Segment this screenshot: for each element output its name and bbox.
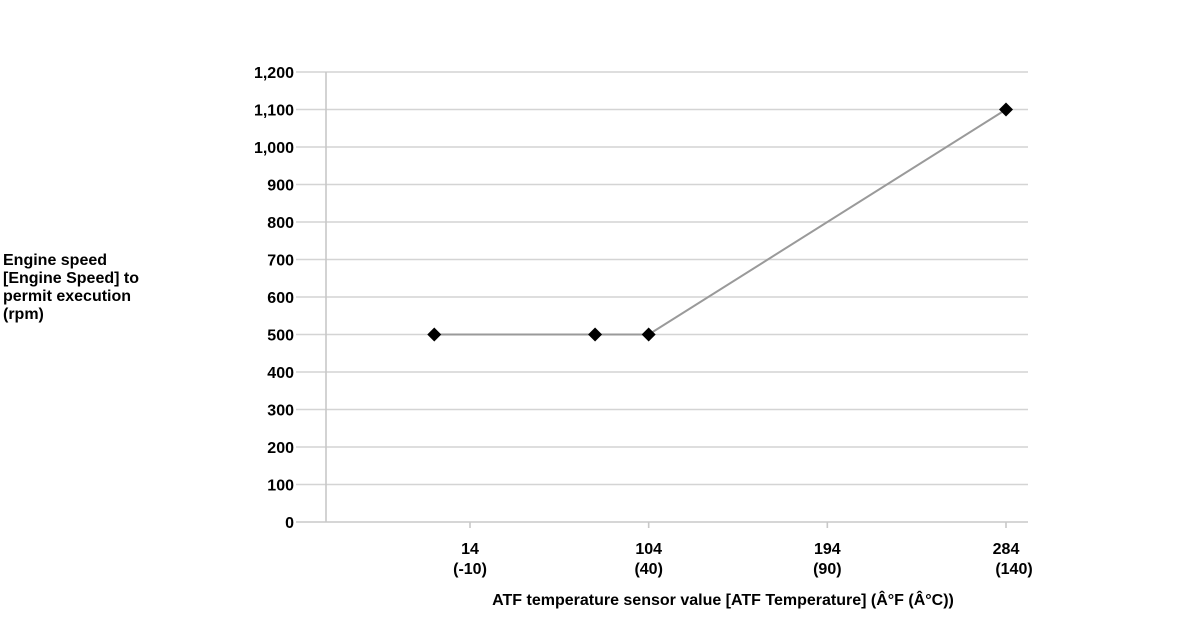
data-point-marker — [588, 327, 603, 342]
x-tick-label: 284 — [993, 541, 1020, 558]
x-tick-label: 194 — [814, 541, 841, 558]
y-tick-label: 100 — [267, 478, 294, 495]
x-tick-labels: 14 (-10) 104 (40) 194 (90) 284 (140) — [453, 541, 1033, 578]
y-tick-labels: 0 100 200 300 400 500 600 700 800 900 1,000 1,100 1,… — [254, 65, 294, 532]
y-tick-label: 1,100 — [254, 103, 294, 120]
y-tick-label: 1,200 — [254, 65, 294, 82]
series-markers — [427, 102, 1013, 342]
x-tick-label: 14 — [461, 541, 479, 558]
y-tick-label: 700 — [267, 253, 294, 270]
y-axis-label: Engine speed [Engine Speed] to permit ex… — [3, 252, 139, 323]
x-tick-sublabel: (40) — [634, 561, 662, 578]
grid-lines — [296, 71, 1028, 486]
y-tick-label: 0 — [285, 515, 294, 532]
data-point-marker — [427, 327, 442, 342]
y-tick-label: 900 — [267, 178, 294, 195]
x-tick-sublabel: (-10) — [453, 561, 487, 578]
series-line — [434, 108, 1007, 336]
y-tick-label: 500 — [267, 328, 294, 345]
x-tick-sublabel: (140) — [995, 561, 1032, 578]
axes — [296, 72, 1028, 528]
series-line-path — [434, 108, 1007, 336]
y-tick-label: 800 — [267, 215, 294, 232]
data-point-marker — [641, 327, 656, 342]
x-tick-sublabel: (90) — [813, 561, 841, 578]
y-tick-label: 1,000 — [254, 140, 294, 157]
y-tick-label: 200 — [267, 440, 294, 457]
y-tick-label: 400 — [267, 365, 294, 382]
data-point-marker — [999, 102, 1013, 117]
x-axis-label: ATF temperature sensor value [ATF Temper… — [492, 590, 954, 609]
x-tick-label: 104 — [635, 541, 662, 558]
y-tick-label: 600 — [267, 290, 294, 307]
y-tick-label: 300 — [267, 403, 294, 420]
